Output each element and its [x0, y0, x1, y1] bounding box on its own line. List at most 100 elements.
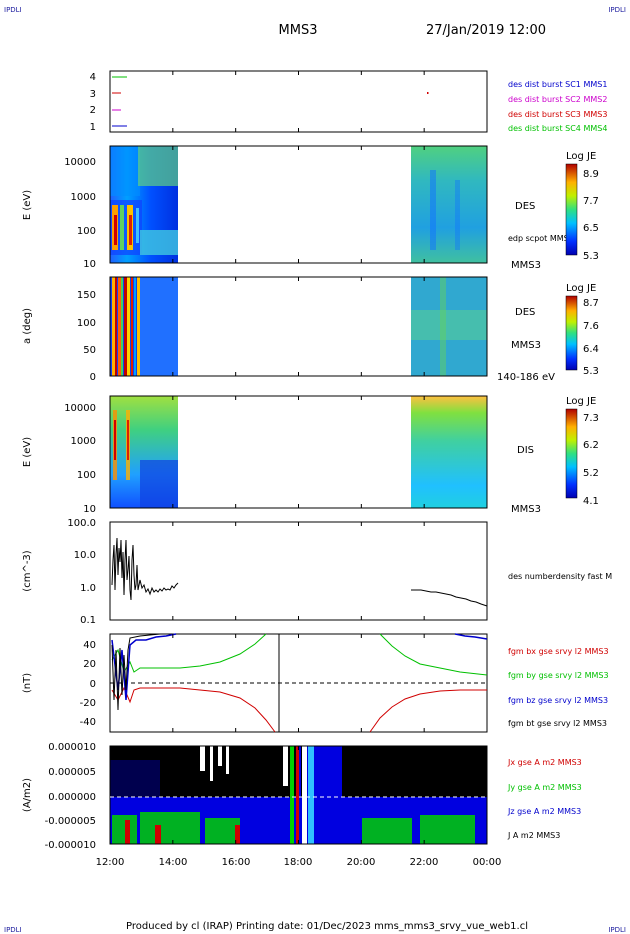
- panel-current-density: (A/m2) 0.000010 0.000005 0.000000 -0.000…: [22, 742, 582, 851]
- x-tick-label: 18:00: [284, 857, 313, 868]
- density-line: [111, 537, 179, 601]
- tick-label: 10000: [64, 403, 96, 414]
- legend-entry: fgm bt gse srvy l2 MMS3: [508, 719, 607, 728]
- tick-label: 100: [77, 226, 96, 237]
- x-tick-label: 16:00: [222, 857, 251, 868]
- legend-entry: fgm by gse srvy l2 MMS3: [508, 671, 609, 680]
- bt-line: [111, 633, 161, 711]
- tick-label: -0.000010: [45, 840, 96, 851]
- axis-label: (cm^-3): [22, 550, 33, 591]
- corner-label-bottom-left: IPDLI: [4, 926, 22, 934]
- legend-entry: fgm bx gse srvy l2 MMS3: [508, 647, 609, 656]
- burst-marks: [112, 76, 429, 127]
- tick-label: 0.000000: [48, 792, 96, 803]
- colorbar-tick: 7.6: [583, 321, 599, 332]
- colorbar-tick: 4.1: [583, 496, 599, 507]
- tick-label: 1000: [71, 192, 96, 203]
- legend-entry: des dist burst SC1 MMS1: [508, 80, 607, 89]
- colorbar-title: Log JE: [566, 283, 596, 294]
- by-line: [111, 633, 267, 674]
- tick-label: 10: [83, 504, 96, 515]
- sc-label: MMS3: [511, 504, 541, 515]
- des-energy-spectrogram: [110, 146, 487, 263]
- colorbar-tick: 6.2: [583, 440, 599, 451]
- colorbar-tick: 5.3: [583, 366, 599, 377]
- colorbar-tick: 7.3: [583, 413, 599, 424]
- burst-ticks: 4 3 2 1: [90, 72, 96, 133]
- burst-mark-sc3-late: [427, 92, 429, 94]
- tick-label: 0.1: [80, 615, 96, 626]
- instrument-label: DIS: [517, 445, 534, 456]
- legend-entry: Jz gse A m2 MMS3: [507, 807, 581, 816]
- burst-legend: des dist burst SC1 MMS1 des dist burst S…: [508, 80, 607, 133]
- tick-label: -20: [80, 698, 96, 709]
- tick-label: 3: [90, 89, 96, 100]
- plot-title: MMS3: [279, 23, 318, 38]
- axis-ticks: [109, 71, 488, 844]
- legend-entry: des dist burst SC3 MMS3: [508, 110, 607, 119]
- panel-des-energy: E (eV) 10000 1000 100 10 DES edp scpot M…: [22, 145, 599, 271]
- tick-label: 1.0: [80, 583, 96, 594]
- footer-text: Produced by cl (IRAP) Printing date: 01/…: [126, 921, 528, 932]
- tick-label: 1000: [71, 436, 96, 447]
- colorbar-des-pitch: Log JE 8.7 7.6 6.4 5.3: [565, 283, 599, 377]
- tick-label: 20: [83, 659, 96, 670]
- instrument-label: DES: [515, 201, 535, 212]
- panel-density: (cm^-3) 100.0 10.0 1.0 0.1 des numberden…: [22, 518, 612, 626]
- colorbar-title: Log JE: [566, 396, 596, 407]
- legend-entry: J A m2 MMS3: [507, 831, 560, 840]
- sc-label: MMS3: [511, 340, 541, 351]
- panel-magnetic-field: (nT) 40 20 0 -20 -40 fgm bx gse srvy l2 …: [22, 633, 609, 733]
- axis-label: (nT): [22, 673, 33, 693]
- tick-label: 100: [77, 470, 96, 481]
- colorbar-dis-energy: Log JE 7.3 6.2 5.2 4.1: [565, 396, 599, 507]
- tick-label: 10: [83, 259, 96, 270]
- axis-label: a (deg): [22, 308, 33, 344]
- tick-label: 0.000005: [48, 767, 96, 778]
- colorbar-tick: 6.4: [583, 344, 599, 355]
- tick-label: 150: [77, 290, 96, 301]
- tick-label: 0.000010: [48, 742, 96, 753]
- colorbar-tick: 6.5: [583, 223, 599, 234]
- panel-dis-energy: E (eV) 10000 1000 100 10 DIS MMS3 Log JE…: [22, 395, 599, 515]
- colorbar-tick: 7.7: [583, 196, 599, 207]
- tick-label: -0.000005: [45, 816, 96, 827]
- time-axis: 12:00 14:00 16:00 18:00 20:00 22:00 00:0…: [96, 857, 502, 868]
- energy-range-label: 140-186 eV: [497, 372, 555, 383]
- axis-label: E (eV): [22, 190, 33, 220]
- dis-energy-spectrogram: [110, 396, 487, 508]
- x-tick-label: 22:00: [410, 857, 439, 868]
- x-tick-label: 14:00: [159, 857, 188, 868]
- plot-datetime: 27/Jan/2019 12:00: [426, 23, 546, 38]
- tick-label: 10000: [64, 157, 96, 168]
- tick-label: 0: [90, 679, 96, 690]
- tick-label: 10.0: [74, 550, 96, 561]
- by-line-late: [379, 633, 488, 676]
- tick-label: 100: [77, 318, 96, 329]
- tick-label: -40: [80, 717, 96, 728]
- colorbar-des-energy: Log JE 8.9 7.7 6.5 5.3: [565, 151, 599, 262]
- tick-label: 2: [90, 105, 96, 116]
- instrument-label: DES: [515, 307, 535, 318]
- bx-line: [111, 686, 276, 733]
- bx-line-late: [369, 689, 487, 733]
- colorbar-title: Log JE: [566, 151, 596, 162]
- x-tick-label: 12:00: [96, 857, 125, 868]
- tick-label: 100.0: [67, 518, 96, 529]
- panel-des-pitch: a (deg) 150 100 50 0 DES MMS3 140-186 eV…: [22, 276, 599, 383]
- axis-label: (A/m2): [22, 778, 33, 812]
- current-density-fill: [110, 746, 487, 844]
- tick-label: 1: [90, 122, 96, 133]
- x-tick-label: 20:00: [347, 857, 376, 868]
- tick-label: 4: [90, 72, 96, 83]
- legend-entry: fgm bz gse srvy l2 MMS3: [508, 696, 608, 705]
- panel-burst: 4 3 2 1 des dist burst SC1 MMS1 des dist…: [90, 70, 607, 133]
- x-tick-label: 00:00: [473, 857, 502, 868]
- bz-line: [111, 633, 177, 701]
- colorbar-tick: 5.3: [583, 251, 599, 262]
- sc-label: MMS3: [511, 260, 541, 271]
- scpot-label: edp scpot MMS3: [508, 234, 574, 243]
- des-pitch-spectrogram: [110, 277, 487, 376]
- corner-label-top-left: IPDLI: [4, 6, 22, 14]
